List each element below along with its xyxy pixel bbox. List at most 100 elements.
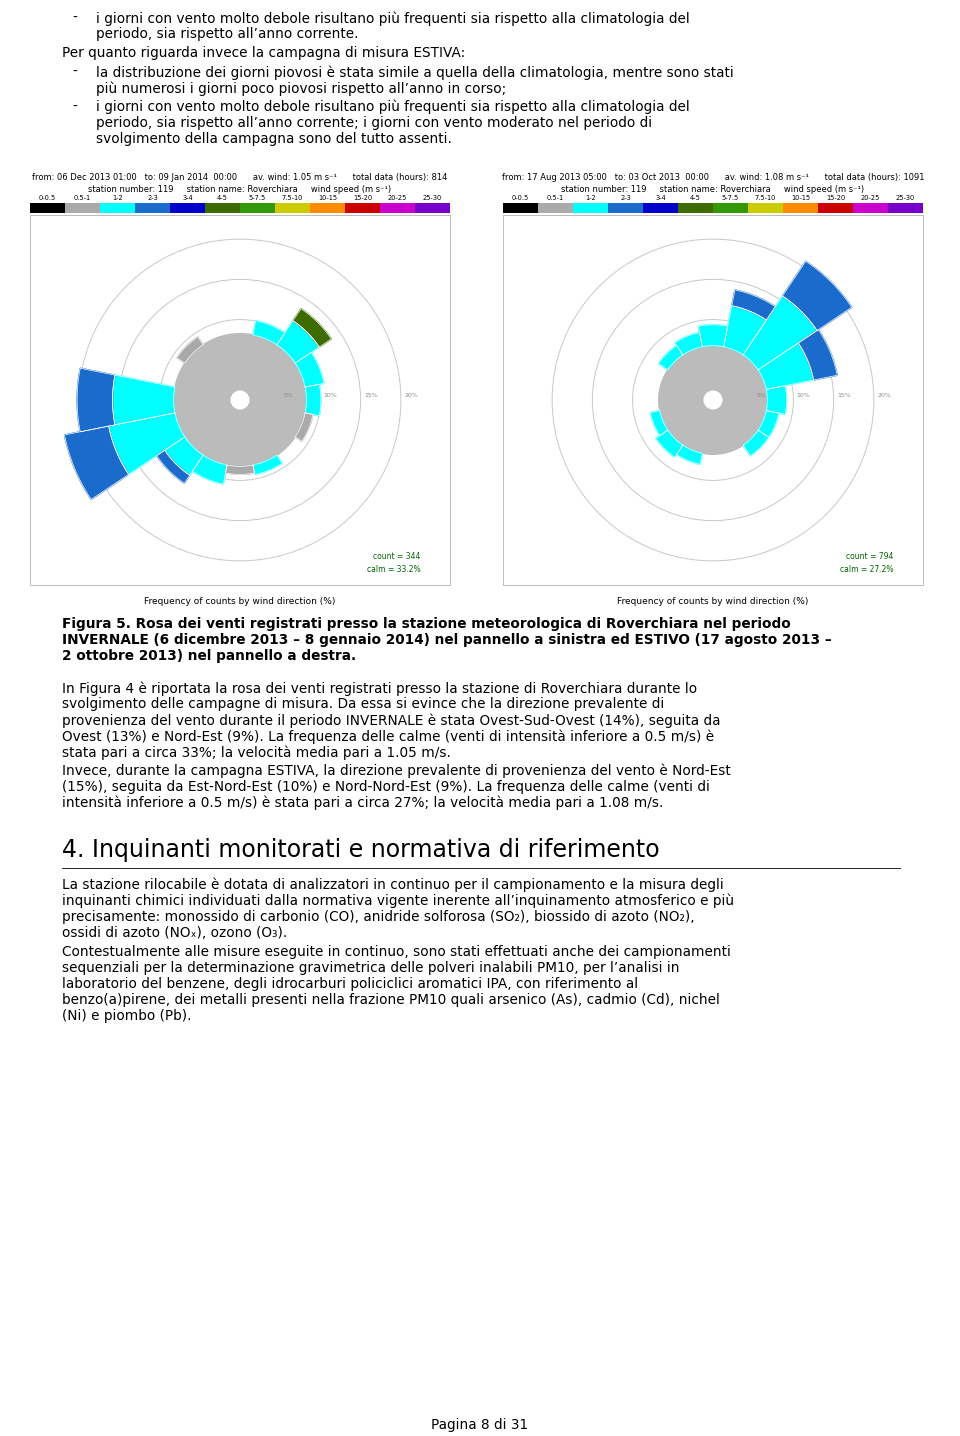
Bar (415, 202, 450, 213)
Circle shape (704, 391, 722, 409)
Text: più numerosi i giorni poco piovosi rispetto all’anno in corso;: più numerosi i giorni poco piovosi rispe… (96, 80, 506, 96)
Text: Contestualmente alle misure eseguite in continuo, sono stati effettuati anche de: Contestualmente alle misure eseguite in … (62, 945, 731, 959)
Text: sequenziali per la determinazione gravimetrica delle polveri inalabili PM10, per: sequenziali per la determinazione gravim… (62, 961, 680, 975)
Polygon shape (758, 343, 813, 389)
Bar (608, 202, 643, 213)
FancyBboxPatch shape (503, 215, 923, 584)
Polygon shape (659, 346, 683, 370)
Polygon shape (743, 431, 769, 455)
Text: 10-15: 10-15 (318, 195, 337, 201)
Text: In Figura 4 è riportata la rosa dei venti registrati presso la stazione di Rover: In Figura 4 è riportata la rosa dei vent… (62, 681, 697, 695)
Polygon shape (732, 290, 776, 320)
Text: La stazione rilocabile è dotata di analizzatori in continuo per il campionamento: La stazione rilocabile è dotata di anali… (62, 877, 724, 893)
Bar (818, 202, 853, 213)
Text: -: - (72, 101, 77, 113)
Polygon shape (192, 455, 228, 484)
Text: station number: 119     station name: Roverchiara     wind speed (m s⁻¹): station number: 119 station name: Roverc… (562, 185, 865, 194)
Bar (503, 202, 538, 213)
Text: 7.5-10: 7.5-10 (282, 195, 303, 201)
Text: calm = 33.2%: calm = 33.2% (367, 564, 420, 574)
Polygon shape (112, 375, 175, 425)
Bar (888, 202, 923, 213)
Text: 15-20: 15-20 (826, 195, 845, 201)
Bar (135, 202, 170, 213)
Polygon shape (743, 296, 817, 370)
Text: Frequency of counts by wind direction (%): Frequency of counts by wind direction (%… (617, 597, 808, 606)
Text: Pagina 8 di 31: Pagina 8 di 31 (431, 1417, 529, 1432)
Bar (748, 202, 783, 213)
Text: count = 344: count = 344 (372, 551, 420, 561)
Circle shape (174, 333, 306, 467)
Bar (783, 202, 818, 213)
Polygon shape (305, 385, 321, 416)
Text: 20%: 20% (877, 393, 891, 398)
Polygon shape (766, 386, 786, 415)
Text: inquinanti chimici individuati dalla normativa vigente inerente all’inquinamento: inquinanti chimici individuati dalla nor… (62, 895, 734, 909)
Text: 10%: 10% (324, 393, 337, 398)
Text: benzo(a)pirene, dei metalli presenti nella frazione PM10 quali arsenico (As), ca: benzo(a)pirene, dei metalli presenti nel… (62, 994, 720, 1007)
Text: 25-30: 25-30 (422, 195, 443, 201)
Bar (853, 202, 888, 213)
Text: 1-2: 1-2 (112, 195, 123, 201)
Text: i giorni con vento molto debole risultano più frequenti sia rispetto alla climat: i giorni con vento molto debole risultan… (96, 101, 689, 115)
Text: 0-0.5: 0-0.5 (38, 195, 56, 201)
Polygon shape (293, 309, 331, 348)
Bar (310, 202, 345, 213)
Text: 20-25: 20-25 (388, 195, 407, 201)
Text: 25-30: 25-30 (896, 195, 915, 201)
Polygon shape (675, 333, 703, 355)
Text: from: 17 Aug 2013 05:00   to: 03 Oct 2013  00:00      av. wind: 1.08 m s⁻¹      : from: 17 Aug 2013 05:00 to: 03 Oct 2013 … (502, 172, 924, 182)
Bar (643, 202, 678, 213)
Text: Invece, durante la campagna ESTIVA, la direzione prevalente di provenienza del v: Invece, durante la campagna ESTIVA, la d… (62, 764, 731, 778)
Text: intensità inferiore a 0.5 m/s) è stata pari a circa 27%; la velocità media pari : intensità inferiore a 0.5 m/s) è stata p… (62, 796, 663, 810)
Bar (100, 202, 135, 213)
Text: 2 ottobre 2013) nel pannello a destra.: 2 ottobre 2013) nel pannello a destra. (62, 649, 356, 663)
Text: count = 794: count = 794 (846, 551, 893, 561)
Text: Ovest (13%) e Nord-Est (9%). La frequenza delle calme (venti di intensità inferi: Ovest (13%) e Nord-Est (9%). La frequenz… (62, 729, 714, 744)
Text: 1-2: 1-2 (586, 195, 596, 201)
Text: 20-25: 20-25 (861, 195, 880, 201)
Polygon shape (799, 330, 837, 381)
Polygon shape (226, 465, 254, 474)
Bar (538, 202, 573, 213)
Bar (345, 202, 380, 213)
Text: stata pari a circa 33%; la velocità media pari a 1.05 m/s.: stata pari a circa 33%; la velocità medi… (62, 745, 451, 760)
Text: 0.5-1: 0.5-1 (547, 195, 564, 201)
Polygon shape (724, 306, 766, 355)
Text: Figura 5. Rosa dei venti registrati presso la stazione meteorologica di Roverchi: Figura 5. Rosa dei venti registrati pres… (62, 617, 791, 630)
Bar (30, 202, 65, 213)
Text: (15%), seguita da Est-Nord-Est (10%) e Nord-Nord-Est (9%). La frequenza delle ca: (15%), seguita da Est-Nord-Est (10%) e N… (62, 780, 709, 794)
Polygon shape (177, 337, 204, 363)
Bar (275, 202, 310, 213)
Text: 5%: 5% (283, 393, 294, 398)
Text: 0-0.5: 0-0.5 (512, 195, 529, 201)
Polygon shape (295, 352, 324, 388)
Text: i giorni con vento molto debole risultano più frequenti sia rispetto alla climat: i giorni con vento molto debole risultan… (96, 11, 689, 26)
Text: Per quanto riguarda invece la campagna di misura ESTIVA:: Per quanto riguarda invece la campagna d… (62, 46, 466, 60)
Bar (713, 202, 748, 213)
Bar (240, 202, 275, 213)
Text: 4-5: 4-5 (690, 195, 701, 201)
Text: 0.5-1: 0.5-1 (74, 195, 91, 201)
Text: 7.5-10: 7.5-10 (755, 195, 777, 201)
Bar (65, 202, 100, 213)
Text: -: - (72, 11, 77, 24)
Text: 15-20: 15-20 (353, 195, 372, 201)
Text: from: 06 Dec 2013 01:00   to: 09 Jan 2014  00:00      av. wind: 1.05 m s⁻¹      : from: 06 Dec 2013 01:00 to: 09 Jan 2014 … (33, 172, 447, 182)
Text: 3-4: 3-4 (655, 195, 666, 201)
Polygon shape (758, 411, 779, 438)
Bar (573, 202, 608, 213)
Text: Frequency of counts by wind direction (%): Frequency of counts by wind direction (%… (144, 597, 336, 606)
Text: svolgimento della campagna sono del tutto assenti.: svolgimento della campagna sono del tutt… (96, 132, 452, 146)
Circle shape (659, 346, 767, 454)
Polygon shape (650, 411, 668, 435)
Text: 15%: 15% (364, 393, 377, 398)
Text: 4. Inquinanti monitorati e normativa di riferimento: 4. Inquinanti monitorati e normativa di … (62, 839, 660, 862)
Bar (205, 202, 240, 213)
Polygon shape (108, 414, 185, 474)
Text: 5%: 5% (756, 393, 766, 398)
Polygon shape (276, 320, 320, 363)
Text: 3-4: 3-4 (182, 195, 193, 201)
Text: 5-7.5: 5-7.5 (249, 195, 266, 201)
Text: 15%: 15% (837, 393, 851, 398)
